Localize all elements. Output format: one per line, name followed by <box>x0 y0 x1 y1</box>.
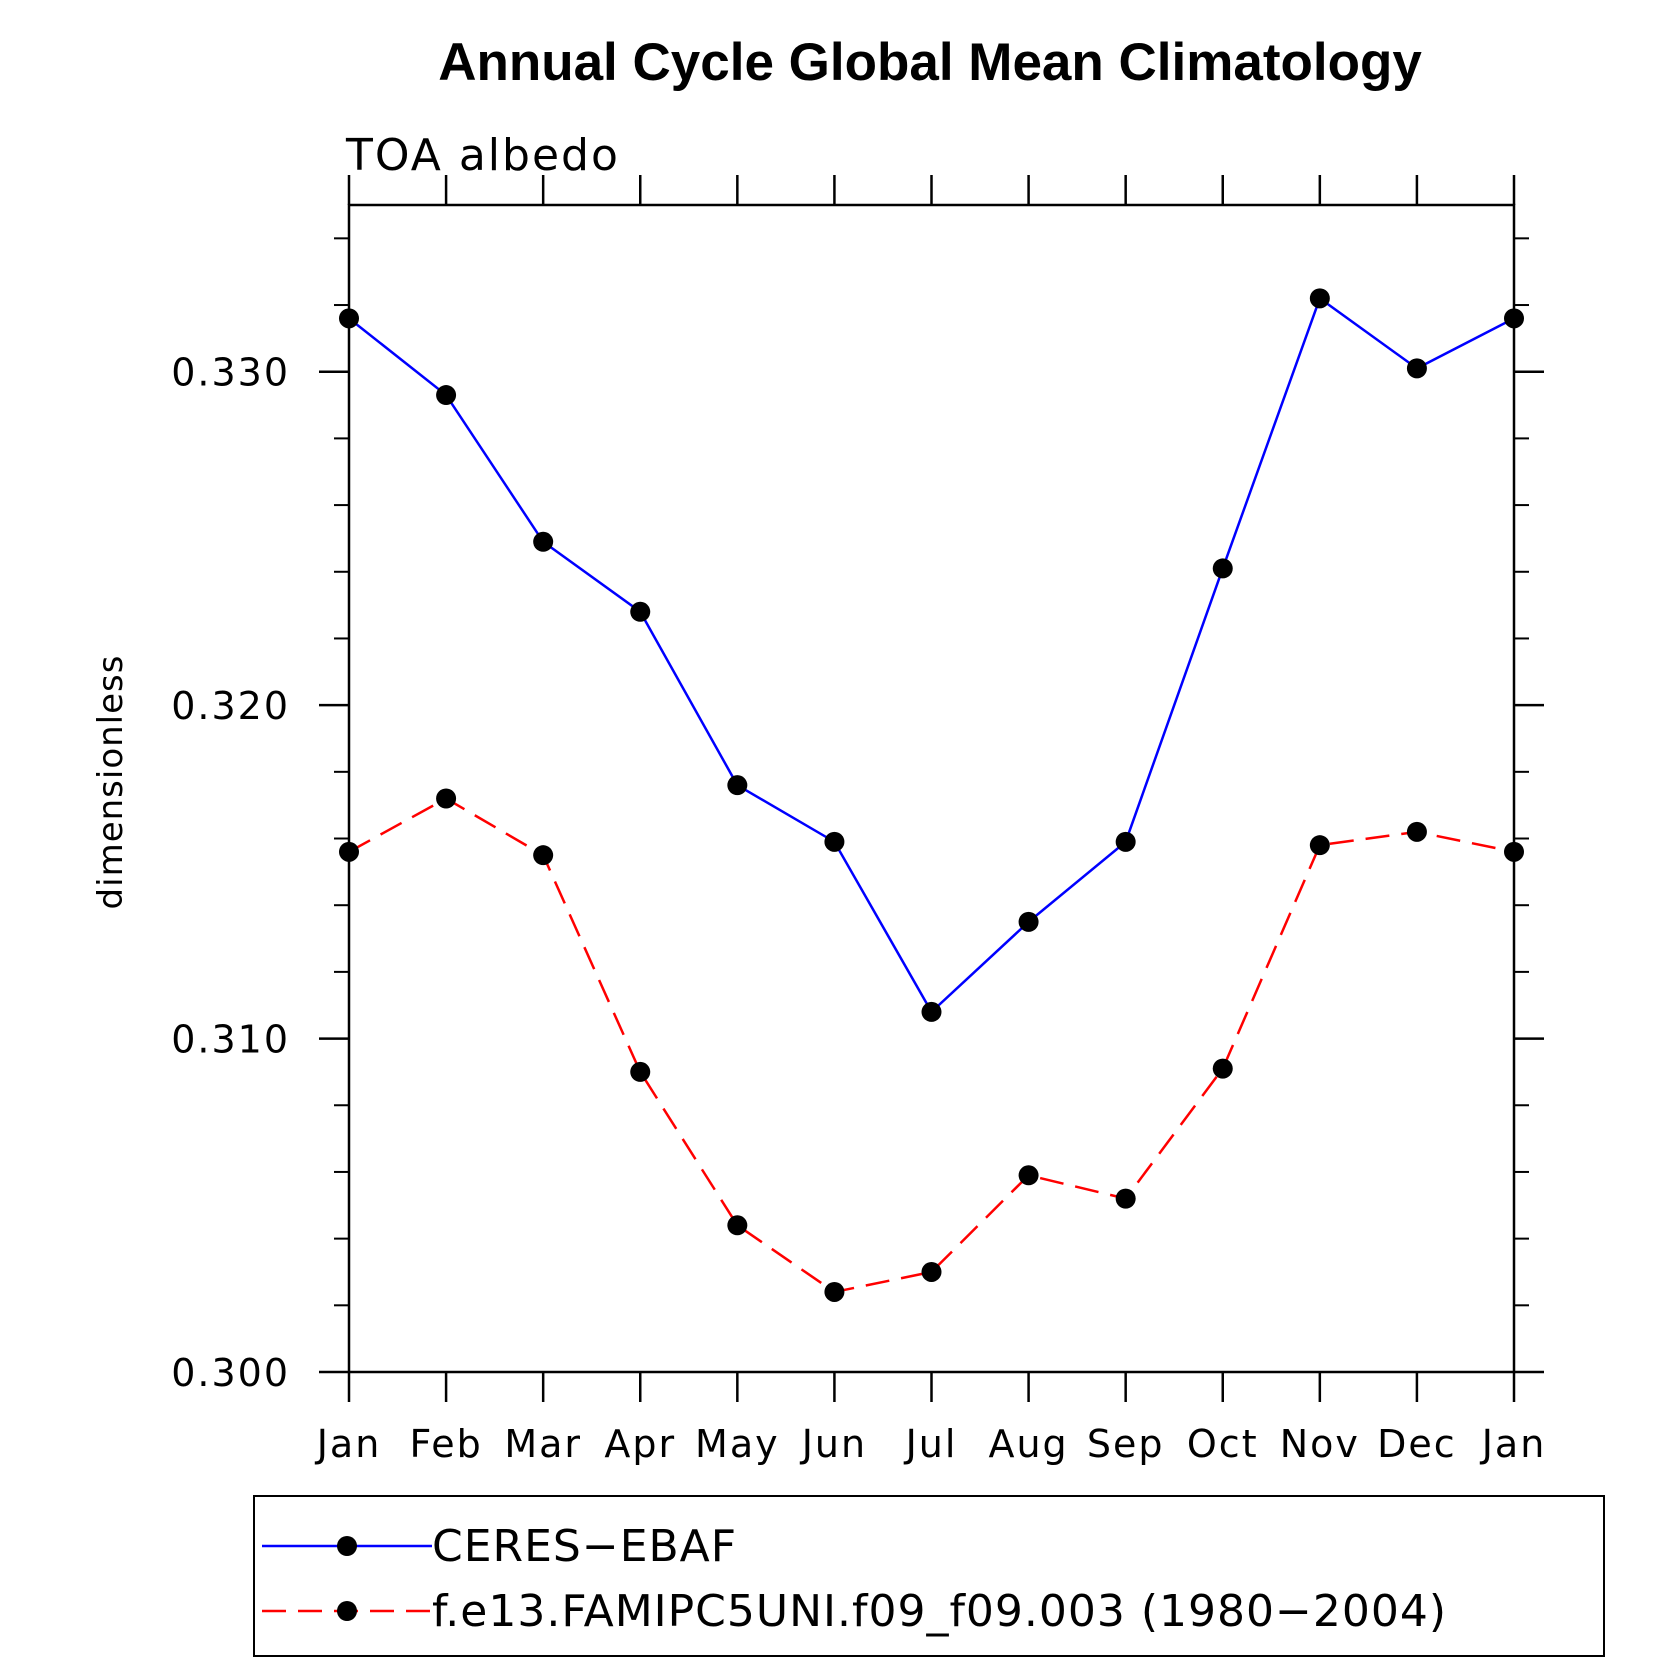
legend: CERES−EBAF f.e13.FAMIPC5UNI.f09_f09.003 … <box>253 1495 1605 1657</box>
y-tick-label: 0.300 <box>171 1351 290 1395</box>
data-point <box>436 385 457 406</box>
y-axis-label: dimensionless <box>91 655 131 910</box>
series-layer <box>339 288 1524 1302</box>
data-point <box>1212 1058 1233 1079</box>
x-tick-label: Jul <box>904 1422 958 1466</box>
series-line-0 <box>348 296 1515 1014</box>
data-point <box>1504 308 1524 329</box>
y-tick-label: 0.310 <box>171 1018 290 1062</box>
data-point <box>1018 1165 1039 1186</box>
legend-marker-ceres <box>337 1536 357 1556</box>
x-tick-label: May <box>695 1422 780 1466</box>
series-0 <box>339 288 1524 1022</box>
data-point <box>339 308 359 329</box>
data-point <box>1115 1188 1136 1209</box>
series-1 <box>339 788 1524 1302</box>
x-tick-label: Jan <box>315 1422 382 1466</box>
x-tick-label: Jan <box>1480 1422 1547 1466</box>
data-point <box>1406 358 1427 379</box>
data-point <box>1406 821 1427 842</box>
x-tick-label: Mar <box>504 1422 582 1466</box>
data-point <box>1309 288 1330 309</box>
data-point <box>921 1001 942 1022</box>
x-tick-label: Sep <box>1087 1422 1165 1466</box>
x-tick-label: Nov <box>1280 1422 1360 1466</box>
y-tick-label: 0.320 <box>171 684 290 728</box>
x-tick-label: Jun <box>800 1422 867 1466</box>
data-point <box>824 831 845 852</box>
x-tick-label: Dec <box>1377 1422 1457 1466</box>
axes: Jan Feb Mar Apr May Jun Jul Aug Sep Oct Nov Dec Jan 0… <box>171 175 1547 1466</box>
data-point <box>1504 841 1524 862</box>
data-point <box>1115 831 1136 852</box>
legend-marker-model <box>337 1601 357 1621</box>
plot-frame <box>347 203 1516 1374</box>
chart-subtitle: TOA albedo <box>345 130 620 181</box>
data-point <box>1309 835 1330 856</box>
data-point <box>727 775 748 796</box>
y-tick-label: 0.330 <box>171 351 290 395</box>
data-point <box>533 845 554 866</box>
data-point <box>824 1281 845 1302</box>
data-point <box>339 841 359 862</box>
x-tick-label: Oct <box>1187 1422 1259 1466</box>
data-point <box>533 531 554 552</box>
data-point <box>1018 911 1039 932</box>
legend-label-model: f.e13.FAMIPC5UNI.f09_f09.003 (1980−2004) <box>432 1586 1447 1637</box>
data-point <box>436 788 457 809</box>
data-point <box>630 1061 651 1082</box>
data-point <box>1212 558 1233 579</box>
legend-label-ceres: CERES−EBAF <box>432 1521 737 1572</box>
x-tick-label: Aug <box>988 1422 1068 1466</box>
data-point <box>921 1261 942 1282</box>
chart-title: Annual Cycle Global Mean Climatology <box>438 33 1422 92</box>
x-tick-label: Feb <box>409 1422 482 1466</box>
data-point <box>630 601 651 622</box>
x-tick-label: Apr <box>604 1422 676 1466</box>
legend-box <box>253 1495 1605 1657</box>
data-point <box>727 1215 748 1236</box>
series-line-1 <box>348 797 1515 1294</box>
